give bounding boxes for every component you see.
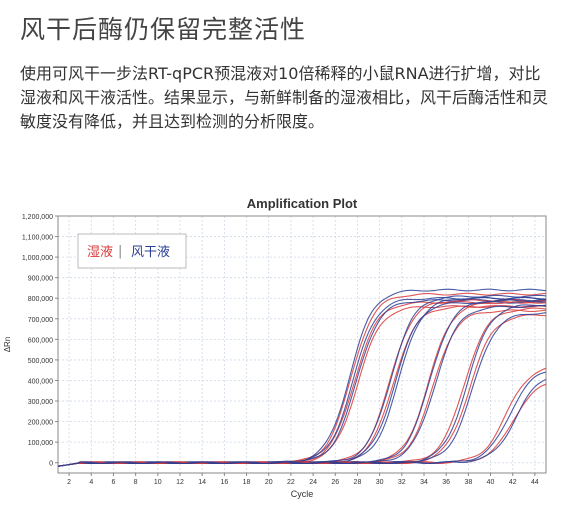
y-axis-label: ΔRn xyxy=(3,337,12,353)
chart-title: Amplification Plot xyxy=(247,196,358,211)
y-tick-label: 700,000 xyxy=(28,317,53,324)
x-tick-label: 8 xyxy=(134,479,138,486)
x-tick-label: 18 xyxy=(243,479,251,486)
y-tick-label: 400,000 xyxy=(28,378,53,385)
plot-frame xyxy=(57,215,547,474)
y-tick-label: 600,000 xyxy=(28,337,53,344)
x-tick-label: 28 xyxy=(354,479,362,486)
x-tick-label: 24 xyxy=(309,479,317,486)
ticks-layer: 0 100,000 200,000 300,000 400,000 500,000 600,… xyxy=(22,214,539,486)
wet-amplification-curve xyxy=(57,314,547,467)
y-tick-label: 0 xyxy=(49,461,53,468)
x-tick-label: 22 xyxy=(287,479,295,486)
y-tick-label: 1,000,000 xyxy=(22,255,53,262)
dry-amplification-curve xyxy=(57,298,547,467)
x-tick-label: 34 xyxy=(420,479,428,486)
x-tick-label: 2 xyxy=(67,479,71,486)
x-tick-label: 26 xyxy=(331,479,339,486)
y-tick-label: 500,000 xyxy=(28,358,53,365)
x-tick-label: 6 xyxy=(112,479,116,486)
x-tick-label: 20 xyxy=(265,479,273,486)
dry-amplification-curve xyxy=(57,298,547,467)
dry-amplification-curve xyxy=(57,296,547,467)
x-tick-label: 30 xyxy=(376,479,384,486)
legend-separator: | xyxy=(118,244,122,259)
amplification-plot-chart: 0 100,000 200,000 300,000 400,000 500,000 600,… xyxy=(3,196,547,499)
y-tick-label: 100,000 xyxy=(28,440,53,447)
wet-amplification-curve xyxy=(57,298,547,467)
x-tick-label: 36 xyxy=(442,479,450,486)
x-tick-label: 4 xyxy=(89,479,93,486)
x-tick-label: 42 xyxy=(509,479,517,486)
dry-amplification-curve xyxy=(57,300,547,467)
x-axis-label: Cycle xyxy=(291,489,314,499)
legend-wet-label: 湿液 xyxy=(87,245,113,260)
dry-amplification-curve xyxy=(57,378,547,467)
legend: 湿液 | 风干液 xyxy=(77,233,187,269)
x-tick-label: 44 xyxy=(531,479,539,486)
description-text: 使用可风干一步法RT-qPCR预混液对10倍稀释的小鼠RNA进行扩增，对比湿液和… xyxy=(20,64,549,131)
y-tick-label: 900,000 xyxy=(28,276,53,283)
x-tick-label: 12 xyxy=(176,479,184,486)
x-tick-label: 14 xyxy=(198,479,206,486)
x-tick-label: 40 xyxy=(487,479,495,486)
x-tick-label: 38 xyxy=(464,479,472,486)
x-tick-label: 16 xyxy=(220,479,228,486)
dry-amplification-curve xyxy=(57,296,547,467)
y-tick-label: 1,100,000 xyxy=(22,235,53,242)
legend-box xyxy=(77,233,187,269)
wet-amplification-curve xyxy=(57,301,547,467)
wet-amplification-curve xyxy=(57,300,547,467)
wet-amplification-curve xyxy=(57,367,547,467)
y-tick-label: 300,000 xyxy=(28,399,53,406)
x-tick-label: 10 xyxy=(154,479,162,486)
wet-amplification-curve xyxy=(57,383,547,467)
page-heading: 风干后酶仍保留完整活性 xyxy=(20,15,307,44)
y-tick-label: 200,000 xyxy=(28,420,53,427)
y-tick-label: 1,200,000 xyxy=(22,214,53,221)
x-tick-label: 32 xyxy=(398,479,406,486)
curves-layer xyxy=(57,288,547,467)
dry-amplification-curve xyxy=(57,312,547,467)
legend-dry-label: 风干液 xyxy=(131,245,170,260)
y-tick-label: 800,000 xyxy=(28,296,53,303)
